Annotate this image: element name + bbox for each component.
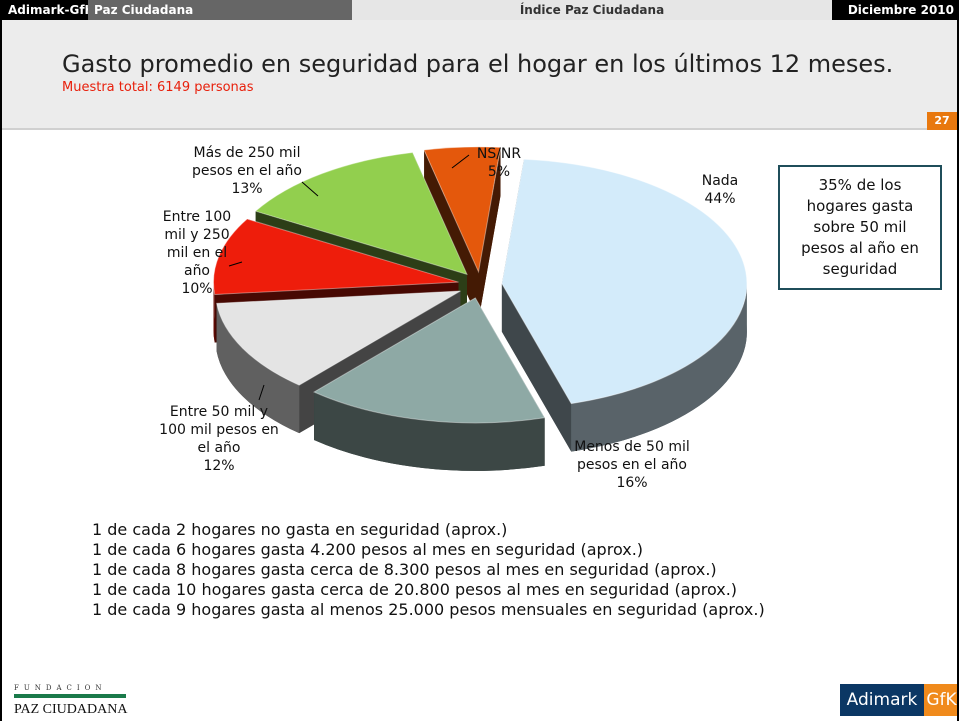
slice-side	[571, 283, 747, 452]
slice-label: Entre 50 mil y 100 mil pesos en el año 12…	[159, 403, 279, 475]
note: 1 de cada 10 hogares gasta cerca de 20.8…	[92, 580, 738, 599]
slice	[423, 146, 502, 274]
slice	[501, 158, 748, 405]
title: Gasto promedio en seguridad para el hoga…	[62, 50, 894, 78]
slice-name: Más de 250 mil pesos en el año	[191, 145, 302, 179]
slice-side	[216, 303, 300, 434]
slice-side	[314, 392, 545, 471]
header-date: Diciembre 2010	[847, 3, 954, 17]
slice	[254, 151, 468, 276]
slice-name: Menos de 50 mil pesos en el año	[574, 439, 690, 473]
slice-cut	[478, 147, 501, 320]
note: 1 de cada 2 hogares no gasta en segurida…	[92, 520, 508, 539]
header-brand: Adimark-GfK	[8, 3, 94, 17]
slice	[312, 297, 546, 424]
slice-label: NS/NR 5%	[469, 145, 529, 181]
slice-value: 10%	[181, 281, 213, 297]
subtitle: Muestra total: 6149 personas	[62, 80, 254, 95]
note: 1 de cada 9 hogares gasta al menos 25.00…	[92, 600, 765, 619]
slice-value: 5%	[487, 164, 511, 180]
slice-label: Nada 44%	[680, 172, 760, 208]
slice-label: Más de 250 mil pesos en el año 13%	[177, 144, 317, 198]
foundation-top: FUNDACION	[14, 684, 107, 692]
slice-value: 13%	[231, 181, 263, 197]
slice	[213, 218, 459, 295]
slice-value: 16%	[616, 475, 648, 491]
note: 1 de cada 8 hogares gasta cerca de 8.300…	[92, 560, 717, 579]
slice-value: 44%	[704, 191, 736, 207]
slice-label: Entre 100 mil y 250 mil en el año 10%	[157, 208, 237, 298]
foundation-rule	[14, 694, 126, 698]
slice-cut	[501, 283, 572, 452]
header-client: Paz Ciudadana	[88, 0, 352, 20]
leader-line	[228, 261, 243, 267]
leader-line	[451, 154, 470, 169]
slice-name: NS/NR	[476, 146, 522, 162]
foundation-name: PAZ CIUDADANA	[14, 702, 128, 717]
slice-label: Menos de 50 mil pesos en el año 16%	[562, 438, 702, 492]
logo-adimark: Adimark	[840, 684, 924, 716]
leader-line	[301, 181, 319, 197]
slice-side	[213, 282, 215, 343]
callout: 35% de los hogares gasta sobre 50 mil pe…	[778, 165, 942, 290]
page-number: 27	[927, 112, 957, 130]
slice-name: Entre 50 mil y 100 mil pesos en el año	[159, 404, 279, 456]
slice-name: Entre 100 mil y 250 mil en el año	[162, 209, 232, 279]
slice-value: 12%	[203, 458, 235, 474]
title-area	[2, 20, 957, 130]
header-study: Índice Paz Ciudadana	[352, 0, 832, 20]
note: 1 de cada 6 hogares gasta 4.200 pesos al…	[92, 540, 644, 559]
slice-name: Nada	[701, 173, 739, 189]
logo-gfk: GfK	[924, 684, 957, 716]
slice	[216, 290, 461, 386]
notes: 1 de cada 2 hogares no gasta en segurida…	[92, 520, 765, 620]
leader-line	[258, 384, 265, 401]
